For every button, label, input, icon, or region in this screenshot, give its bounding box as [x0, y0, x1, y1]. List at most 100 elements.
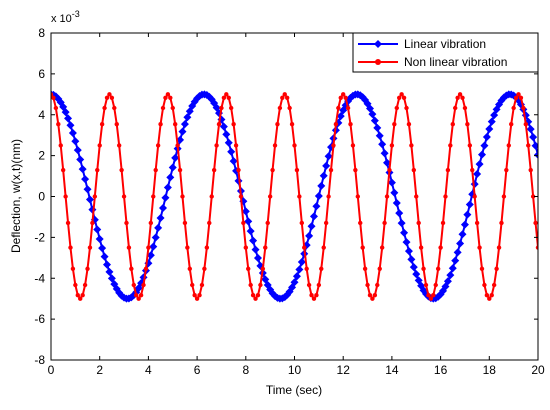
- y-scale-base: x 10: [51, 13, 72, 25]
- data-point-nonlinear: [260, 266, 266, 271]
- data-point-nonlinear: [221, 95, 227, 100]
- data-point-nonlinear: [185, 245, 190, 250]
- data-point-linear: [224, 138, 233, 147]
- data-point-linear: [166, 173, 175, 182]
- data-point-nonlinear: [214, 143, 219, 148]
- data-point-nonlinear: [160, 105, 166, 111]
- data-point-nonlinear: [231, 122, 236, 127]
- data-point-linear: [409, 263, 418, 272]
- y-tick-label: -4: [34, 271, 45, 285]
- data-point-linear: [534, 150, 538, 159]
- data-point-linear: [100, 252, 109, 261]
- data-point-nonlinear: [289, 122, 295, 127]
- data-point-nonlinear: [51, 92, 54, 97]
- data-point-linear: [222, 130, 231, 139]
- data-point-nonlinear: [399, 92, 404, 97]
- data-point-nonlinear: [284, 95, 290, 100]
- data-point-nonlinear: [409, 143, 414, 148]
- data-point-nonlinear: [270, 167, 275, 173]
- data-point-nonlinear: [411, 167, 417, 173]
- y-tick-label: 4: [38, 108, 45, 122]
- data-point-nonlinear: [104, 95, 110, 100]
- data-point-nonlinear: [365, 282, 370, 288]
- data-point-nonlinear: [129, 266, 134, 271]
- data-point-nonlinear: [401, 95, 407, 100]
- data-point-linear: [161, 193, 170, 202]
- data-point-linear: [485, 124, 494, 133]
- axis-ticks: 0 2 4 6 8 10 12 14 16 18 20 -8 -6 -4 -2 0 2 4 6 8: [34, 26, 545, 377]
- data-point-nonlinear: [65, 220, 71, 226]
- data-point-nonlinear: [304, 266, 309, 271]
- data-point-linear: [314, 192, 323, 201]
- data-point-linear: [76, 155, 85, 164]
- data-point-nonlinear: [109, 95, 115, 100]
- data-point-nonlinear: [187, 266, 192, 271]
- data-point-nonlinear: [275, 122, 280, 127]
- data-point-nonlinear: [197, 293, 202, 298]
- data-point-linear: [71, 137, 80, 146]
- data-point-nonlinear: [316, 282, 322, 288]
- data-point-nonlinear: [513, 95, 519, 100]
- data-point-nonlinear: [168, 95, 173, 100]
- data-point-nonlinear: [199, 282, 205, 288]
- data-point-linear: [397, 219, 406, 228]
- data-point-linear: [83, 185, 92, 194]
- y-scale-exponent: -3: [72, 9, 80, 19]
- data-point-nonlinear: [435, 266, 441, 271]
- data-point-nonlinear: [90, 220, 95, 226]
- data-point-nonlinear: [362, 266, 368, 271]
- data-point-linear: [159, 203, 168, 212]
- data-point-nonlinear: [309, 293, 314, 298]
- data-point-nonlinear: [375, 282, 380, 288]
- data-point-nonlinear: [306, 282, 312, 288]
- data-point-linear: [373, 123, 382, 132]
- data-point-nonlinear: [224, 92, 229, 97]
- data-point-nonlinear: [75, 293, 80, 298]
- data-point-nonlinear: [258, 282, 263, 288]
- data-point-linear: [490, 111, 499, 120]
- data-point-nonlinear: [267, 194, 273, 199]
- data-point-linear: [290, 278, 299, 287]
- data-point-linear: [451, 256, 460, 265]
- data-point-linear: [395, 209, 404, 218]
- data-point-nonlinear: [180, 194, 185, 199]
- data-point-nonlinear: [277, 105, 283, 111]
- data-point-nonlinear: [116, 143, 122, 148]
- data-point-nonlinear: [345, 105, 351, 111]
- data-point-nonlinear: [326, 194, 331, 199]
- data-point-nonlinear: [124, 220, 129, 226]
- data-point-nonlinear: [523, 122, 529, 127]
- data-point-linear: [81, 175, 90, 184]
- data-point-linear: [378, 140, 387, 149]
- data-point-nonlinear: [263, 245, 268, 250]
- data-point-nonlinear: [445, 167, 451, 173]
- x-tick-label: 12: [337, 363, 351, 377]
- data-point-linear: [180, 120, 189, 129]
- data-point-nonlinear: [358, 220, 363, 226]
- x-tick-label: 6: [194, 363, 201, 377]
- y-tick-label: -2: [34, 230, 45, 244]
- data-point-nonlinear: [92, 194, 98, 199]
- y-tick-label: -6: [34, 312, 45, 326]
- data-point-linear: [168, 163, 177, 172]
- data-point-nonlinear: [404, 105, 409, 111]
- data-point-linear: [246, 227, 255, 236]
- data-point-linear: [78, 165, 87, 174]
- data-point-nonlinear: [455, 95, 460, 100]
- data-point-nonlinear: [182, 220, 188, 226]
- data-point-nonlinear: [418, 245, 424, 250]
- data-point-linear: [251, 245, 260, 254]
- data-point-nonlinear: [440, 220, 446, 226]
- legend-label-linear: Linear vibration: [404, 37, 486, 51]
- data-point-linear: [482, 132, 491, 141]
- data-point-nonlinear: [353, 167, 358, 173]
- data-point-nonlinear: [177, 167, 183, 173]
- data-point-nonlinear: [302, 245, 307, 250]
- data-point-linear: [183, 113, 192, 122]
- data-point-linear: [241, 207, 250, 216]
- y-axis-label: Deflection, w(x,t)(nm): [9, 139, 23, 253]
- data-point-linear: [156, 214, 165, 223]
- x-tick-label: 14: [385, 363, 399, 377]
- data-point-linear: [149, 242, 158, 251]
- data-point-linear: [297, 257, 306, 266]
